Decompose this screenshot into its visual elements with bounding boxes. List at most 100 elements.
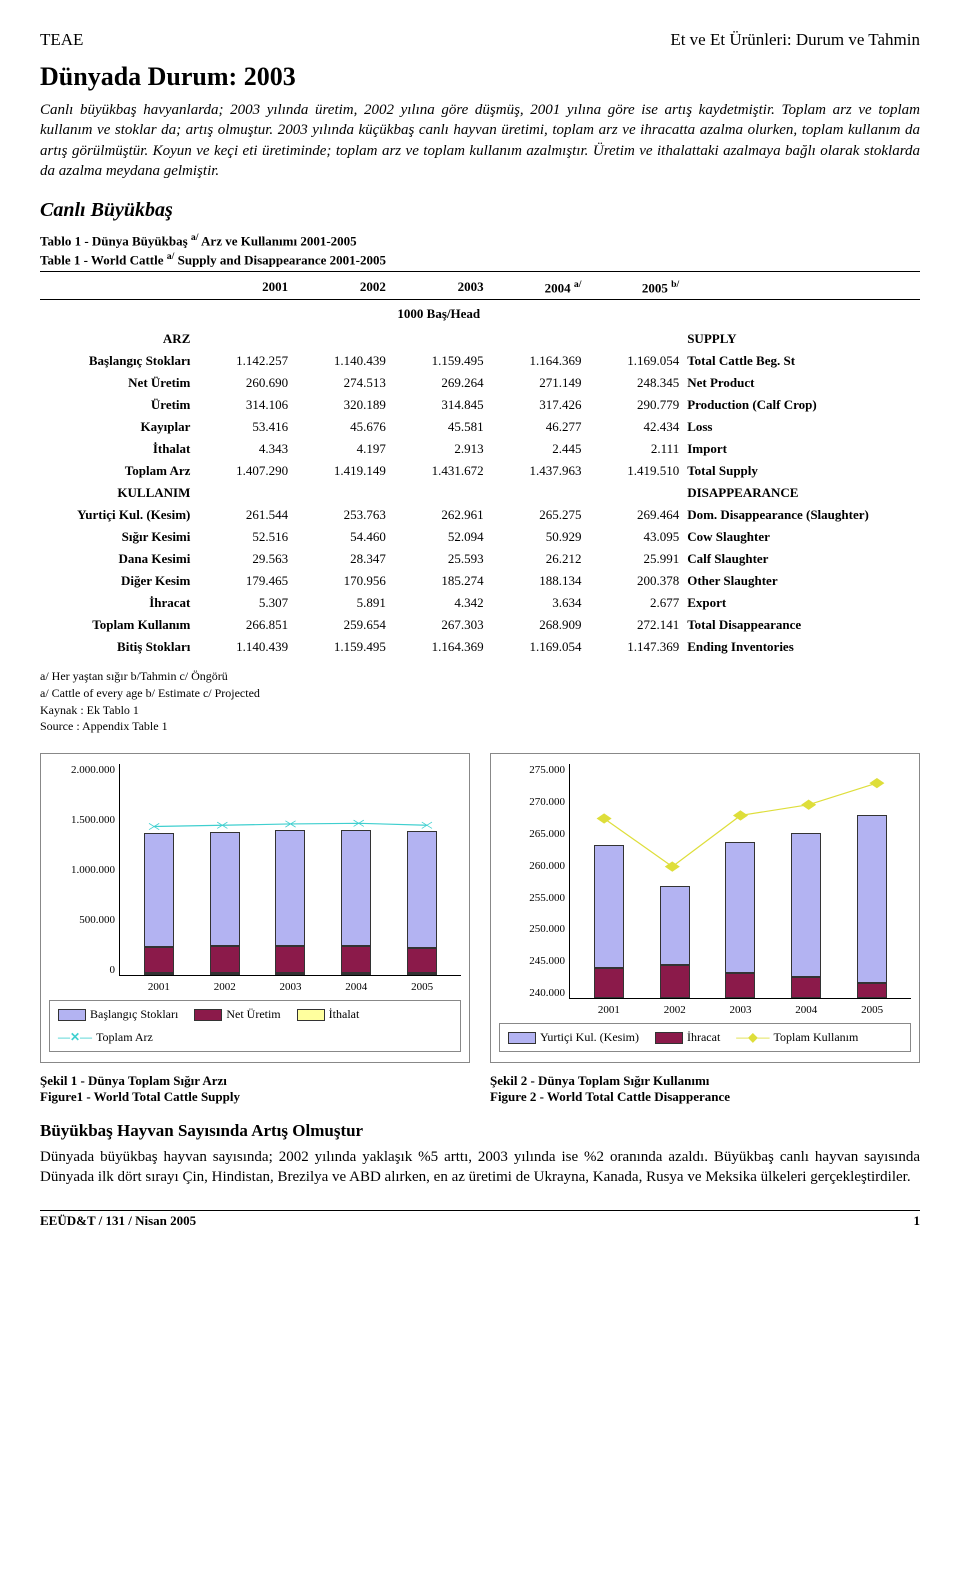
xtick: 2001: [139, 981, 179, 993]
page-title: Dünyada Durum: 2003: [40, 62, 920, 92]
cell: 253.763: [292, 504, 390, 526]
cell: 42.434: [585, 416, 683, 438]
cell: 185.274: [390, 570, 488, 592]
cell: 28.347: [292, 548, 390, 570]
bar-segment: [594, 845, 624, 968]
bar-group: 2001: [592, 845, 626, 998]
body-paragraph: Dünyada büyükbaş hayvan sayısında; 2002 …: [40, 1147, 920, 1188]
cell: 1.140.439: [194, 636, 292, 658]
table-row: Kayıplar53.41645.67645.58146.27742.434Lo…: [40, 416, 920, 438]
legend-item: —◆—Toplam Kullanım: [736, 1030, 858, 1045]
cell: 314.106: [194, 394, 292, 416]
year-col: 2005 b/: [585, 276, 683, 300]
cell: 25.991: [585, 548, 683, 570]
row-label-left: İhracat: [40, 592, 194, 614]
cell: 45.676: [292, 416, 390, 438]
cell: 4.197: [292, 438, 390, 460]
row-label-left: Üretim: [40, 394, 194, 416]
cell: 1.159.495: [390, 350, 488, 372]
cell: 317.426: [488, 394, 586, 416]
note-line: a/ Her yaştan sığır b/Tahmin c/ Öngörü: [40, 668, 920, 685]
table-row: Diğer Kesim179.465170.956185.274188.1342…: [40, 570, 920, 592]
bar-segment: [594, 968, 624, 998]
row-label-right: Net Product: [683, 372, 920, 394]
chart-1: 2.000.0001.500.0001.000.000500.0000 2001…: [40, 753, 470, 1063]
cell: 1.159.495: [292, 636, 390, 658]
row-label-left: Kayıplar: [40, 416, 194, 438]
unit-label: 1000 Baş/Head: [194, 299, 683, 328]
header-right: Et ve Et Ürünleri: Durum ve Tahmin: [670, 30, 920, 50]
row-label-right: Loss: [683, 416, 920, 438]
cell: 2.111: [585, 438, 683, 460]
ytick: 0: [49, 964, 115, 976]
row-label-left: Net Üretim: [40, 372, 194, 394]
year-col: 2004 a/: [488, 276, 586, 300]
figure-1-caption: Şekil 1 - Dünya Toplam Sığır Arzı Figure…: [40, 1073, 470, 1105]
bar-segment: [407, 948, 437, 973]
bar-segment: [660, 965, 690, 999]
intro-paragraph: Canlı büyükbaş havyanlarda; 2003 yılında…: [40, 100, 920, 181]
cell: 1.169.054: [585, 350, 683, 372]
table-row: İhracat5.3075.8914.3423.6342.677Export: [40, 592, 920, 614]
cell: 46.277: [488, 416, 586, 438]
row-label-right: Production (Calf Crop): [683, 394, 920, 416]
cell: 2.913: [390, 438, 488, 460]
row-label-left: İthalat: [40, 438, 194, 460]
bar-group: 2005: [405, 831, 439, 975]
year-col: 2001: [194, 276, 292, 300]
footer-right: 1: [914, 1213, 921, 1229]
ytick: 240.000: [499, 987, 565, 999]
bar-segment: [275, 830, 305, 946]
ytick: 260.000: [499, 860, 565, 872]
cell: 272.141: [585, 614, 683, 636]
bar-segment: [341, 973, 371, 975]
table-row: Toplam Kullanım266.851259.654267.303268.…: [40, 614, 920, 636]
cell: 4.343: [194, 438, 292, 460]
cell: 1.419.149: [292, 460, 390, 482]
table-row: Üretim314.106320.189314.845317.426290.77…: [40, 394, 920, 416]
table-row: Toplam Arz1.407.2901.419.1491.431.6721.4…: [40, 460, 920, 482]
cell: 26.212: [488, 548, 586, 570]
subsection-heading: Büyükbaş Hayvan Sayısında Artış Olmuştur: [40, 1121, 920, 1141]
cell: 188.134: [488, 570, 586, 592]
cell: 269.464: [585, 504, 683, 526]
row-label-left: Toplam Kullanım: [40, 614, 194, 636]
figure-2-caption: Şekil 2 - Dünya Toplam Sığır Kullanımı F…: [490, 1073, 920, 1105]
row-label-right: Calf Slaughter: [683, 548, 920, 570]
ytick: 2.000.000: [49, 764, 115, 776]
cell: 52.094: [390, 526, 488, 548]
cell: 29.563: [194, 548, 292, 570]
note-line: a/ Cattle of every age b/ Estimate c/ Pr…: [40, 685, 920, 702]
cell: 290.779: [585, 394, 683, 416]
bar-segment: [407, 973, 437, 975]
table-row: Dana Kesimi29.56328.34725.59326.21225.99…: [40, 548, 920, 570]
xtick: 2003: [270, 981, 310, 993]
cell: 2.445: [488, 438, 586, 460]
cell: 269.264: [390, 372, 488, 394]
cell: 53.416: [194, 416, 292, 438]
cell: 200.378: [585, 570, 683, 592]
supply-label-left: ARZ: [40, 328, 194, 350]
bar-segment: [725, 973, 755, 998]
bar-segment: [275, 946, 305, 973]
cell: 314.845: [390, 394, 488, 416]
xtick: 2005: [402, 981, 442, 993]
row-label-left: Başlangıç Stokları: [40, 350, 194, 372]
chart-2-legend: Yurtiçi Kul. (Kesim)İhracat—◆—Toplam Kul…: [499, 1023, 911, 1052]
bar-segment: [791, 977, 821, 998]
cell: 268.909: [488, 614, 586, 636]
header-left: TEAE: [40, 30, 83, 50]
cell: 274.513: [292, 372, 390, 394]
ytick: 265.000: [499, 828, 565, 840]
row-label-right: Total Supply: [683, 460, 920, 482]
ytick: 1.500.000: [49, 814, 115, 826]
table-title-tr: Tablo 1 - Dünya Büyükbaş a/ Arz ve Kulla…: [40, 232, 920, 249]
row-label-right: Ending Inventories: [683, 636, 920, 658]
table-row: Net Üretim260.690274.513269.264271.14924…: [40, 372, 920, 394]
cell: 1.142.257: [194, 350, 292, 372]
cell: 54.460: [292, 526, 390, 548]
cell: 1.419.510: [585, 460, 683, 482]
table-row: Başlangıç Stokları1.142.2571.140.4391.15…: [40, 350, 920, 372]
bar-group: 2002: [658, 886, 692, 998]
bar-segment: [275, 973, 305, 975]
